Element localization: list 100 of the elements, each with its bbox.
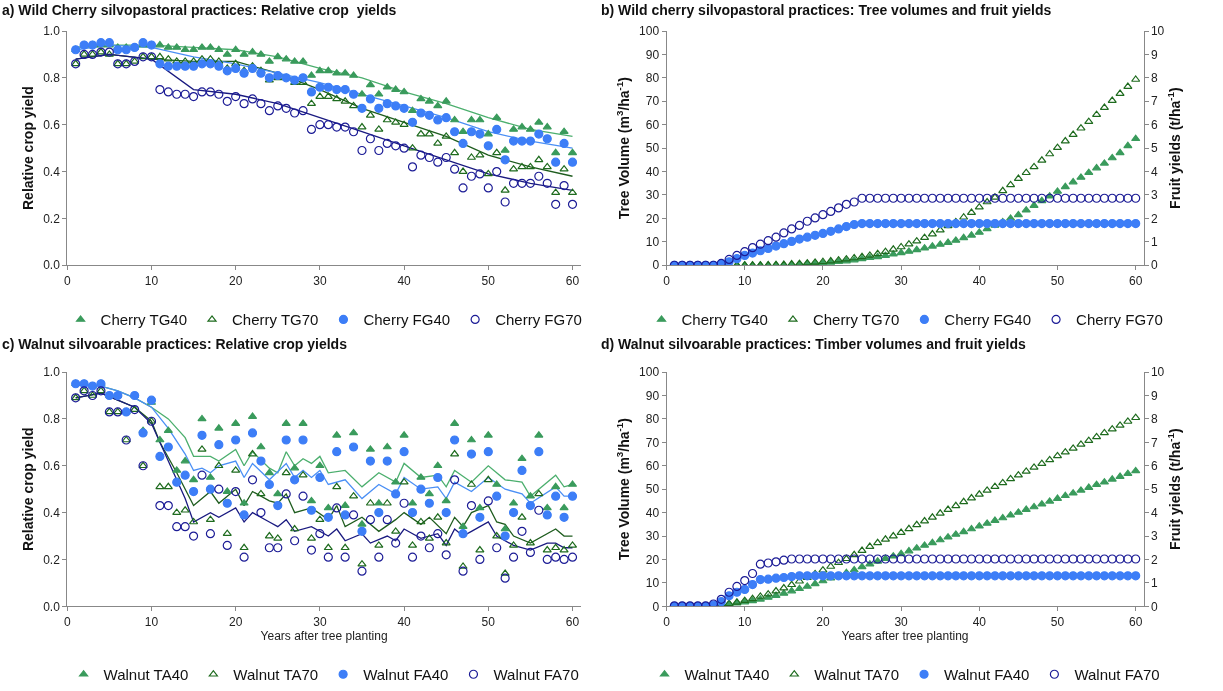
x-tick-label: 40	[972, 614, 987, 629]
x-tick-label: 0	[63, 273, 71, 288]
y-tick-label: 80	[645, 412, 660, 427]
y2-tick-label: 7	[1150, 94, 1158, 109]
y-tick-label: 30	[645, 188, 660, 203]
x-tick-label: 0	[63, 614, 71, 629]
y2-tick-label: 6	[1150, 458, 1158, 473]
y2-tick-label: 1	[1150, 576, 1158, 591]
x-tick-label: 50	[1050, 273, 1065, 288]
y2-tick-label: 10	[1150, 365, 1165, 380]
x-tick-label: 30	[894, 273, 909, 288]
y-tick-label: 70	[645, 435, 660, 450]
x-tick-label: 50	[481, 614, 496, 629]
x-tick-label: 30	[313, 273, 327, 288]
x-tick-label: 60	[1129, 273, 1143, 288]
y2-tick-label: 9	[1150, 47, 1158, 62]
y-tick-label: 0.6	[43, 117, 61, 132]
y2-tick-label: 9	[1150, 388, 1158, 403]
x-tick-label: 40	[397, 273, 412, 288]
x-tick-label: 30	[313, 614, 327, 629]
y2-tick-label: 4	[1150, 164, 1158, 179]
y-tick-label: 100	[639, 24, 660, 39]
y-tick-label: 0.6	[43, 458, 61, 473]
y2-tick-label: 7	[1150, 435, 1158, 450]
y-tick-label: 0	[652, 258, 660, 273]
y-tick-label: 90	[645, 47, 660, 62]
y2-tick-label: 2	[1150, 552, 1158, 567]
legend-label: Cherry FG40	[363, 311, 451, 329]
chart-title: b) Wild cherry silvopastoral practices: Tree volumes and fruit yields	[601, 2, 1052, 18]
x-tick-label: 40	[397, 614, 412, 629]
y-tick-label: 0	[652, 599, 660, 614]
legend-label: Walnut TA70	[814, 666, 900, 684]
y-tick-label: 10	[645, 235, 660, 250]
x-tick-label: 10	[738, 273, 752, 288]
legend-label: Cherry FG70	[495, 311, 582, 329]
legend-label: Cherry FG70	[1076, 311, 1163, 329]
y-tick-label: 1.0	[43, 365, 61, 380]
x-tick-label: 50	[1050, 614, 1065, 629]
legend-label: Walnut TA70	[233, 666, 319, 684]
y-tick-label: 70	[645, 94, 660, 109]
y-tick-label: 0.0	[43, 599, 61, 614]
x-tick-label: 40	[972, 273, 987, 288]
y-axis-title: Relative crop yield	[19, 427, 36, 552]
y-tick-label: 90	[645, 388, 660, 403]
y-tick-label: 0.2	[43, 552, 61, 567]
x-tick-label: 10	[144, 273, 159, 288]
y2-tick-label: 8	[1150, 412, 1158, 427]
chart-title: c) Walnut silvoarable practices: Relative crop yields	[2, 336, 348, 352]
x-tick-label: 10	[738, 614, 752, 629]
x-axis-title: Years after tree planting	[841, 628, 969, 643]
legend-label: Walnut FA70	[493, 666, 579, 684]
y-tick-label: 20	[645, 552, 660, 567]
y2-tick-label: 6	[1150, 117, 1158, 132]
legend-label: Cherry TG70	[232, 311, 319, 329]
x-tick-label: 20	[816, 273, 830, 288]
y-tick-label: 50	[645, 141, 660, 156]
x-tick-label: 60	[565, 614, 580, 629]
legend-label: Walnut FA40	[363, 666, 449, 684]
x-tick-label: 60	[1129, 614, 1143, 629]
y2-tick-label: 0	[1150, 258, 1158, 273]
legend-label: Walnut FA40	[944, 666, 1030, 684]
y-tick-label: 100	[639, 365, 660, 380]
legend-label: Cherry TG70	[812, 311, 900, 329]
y2-tick-label: 10	[1150, 24, 1165, 39]
chart-title: d) Walnut silvoarable practices: Timber volumes and fruit yields	[601, 336, 1026, 352]
legend-label: Cherry TG40	[681, 311, 768, 329]
y-tick-label: 20	[645, 211, 660, 226]
y2-tick-label: 0	[1150, 599, 1158, 614]
x-tick-label: 0	[663, 273, 671, 288]
legend-label: Cherry TG40	[100, 311, 188, 329]
x-tick-label: 20	[229, 273, 243, 288]
x-tick-label: 10	[144, 614, 159, 629]
y2-tick-label: 5	[1150, 141, 1158, 156]
x-tick-label: 30	[894, 614, 909, 629]
x-tick-label: 60	[565, 273, 580, 288]
y2-tick-label: 3	[1150, 188, 1158, 203]
y-axis-title: Relative crop yield	[19, 86, 36, 210]
y-tick-label: 0.8	[43, 412, 61, 427]
y-tick-label: 10	[645, 576, 660, 591]
y-tick-label: 30	[645, 529, 660, 544]
y-tick-label: 80	[645, 71, 660, 86]
y-tick-label: 60	[645, 458, 660, 473]
y-tick-label: 40	[645, 505, 660, 520]
chart-title: a) Wild Cherry silvopastoral practices: Relative crop yields	[2, 2, 397, 18]
y-tick-label: 1.0	[43, 24, 61, 39]
y-tick-label: 0.2	[43, 211, 61, 226]
y2-tick-label: 3	[1150, 529, 1158, 544]
x-tick-label: 50	[481, 273, 496, 288]
y2-tick-label: 2	[1150, 211, 1158, 226]
y-tick-label: 0.8	[43, 71, 61, 86]
y-tick-label: 60	[645, 117, 660, 132]
y2-tick-label: 1	[1150, 235, 1158, 250]
x-tick-label: 20	[816, 614, 830, 629]
y-tick-label: 0.0	[43, 258, 61, 273]
x-tick-label: 0	[663, 614, 671, 629]
y-tick-label: 0.4	[43, 505, 61, 520]
legend-label: Walnut TA40	[103, 666, 189, 684]
y-tick-label: 40	[645, 164, 660, 179]
legend-label: Cherry FG40	[944, 311, 1032, 329]
y2-tick-label: 4	[1150, 505, 1158, 520]
